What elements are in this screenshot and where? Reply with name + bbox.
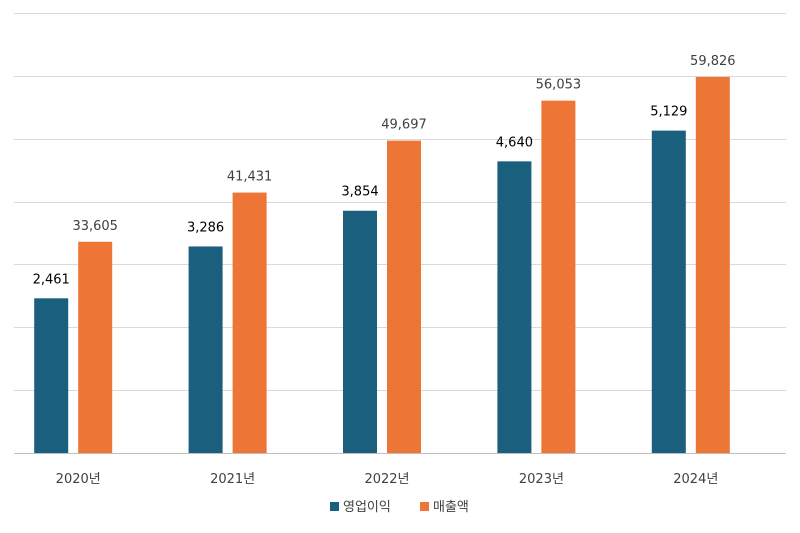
data-label-revenue: 33,605 [72, 219, 118, 234]
bar-operating-profit [651, 130, 686, 453]
bar-revenue [541, 100, 576, 453]
data-label-operating-profit: 5,129 [650, 105, 687, 120]
data-label-operating-profit: 4,640 [496, 135, 533, 150]
bar-operating-profit [34, 298, 69, 453]
bar-revenue [232, 192, 267, 453]
x-tick-label: 2022년 [364, 472, 409, 487]
x-tick-label: 2020년 [56, 472, 101, 487]
bar-revenue [78, 241, 113, 453]
bar-operating-profit [497, 161, 532, 454]
x-tick-label: 2023년 [519, 472, 564, 487]
data-label-revenue: 56,053 [536, 78, 582, 93]
data-label-operating-profit: 2,461 [33, 272, 70, 287]
data-label-operating-profit: 3,286 [187, 220, 224, 235]
bar-operating-profit [188, 246, 223, 453]
bar-revenue [695, 76, 730, 453]
data-label-revenue: 41,431 [227, 170, 273, 185]
legend-label-revenue: 매출액 [433, 500, 469, 515]
x-tick-label: 2024년 [673, 472, 718, 487]
x-tick-label: 2021년 [210, 472, 255, 487]
legend-label-operating-profit: 영업이익 [343, 500, 391, 515]
bar-operating-profit [343, 210, 377, 453]
data-label-revenue: 49,697 [381, 118, 427, 133]
data-label-operating-profit: 3,854 [341, 185, 378, 200]
data-label-revenue: 59,826 [690, 54, 736, 69]
bar-revenue [387, 140, 421, 454]
legend-swatch-operating-profit [330, 502, 339, 511]
legend-swatch-revenue [420, 502, 429, 511]
